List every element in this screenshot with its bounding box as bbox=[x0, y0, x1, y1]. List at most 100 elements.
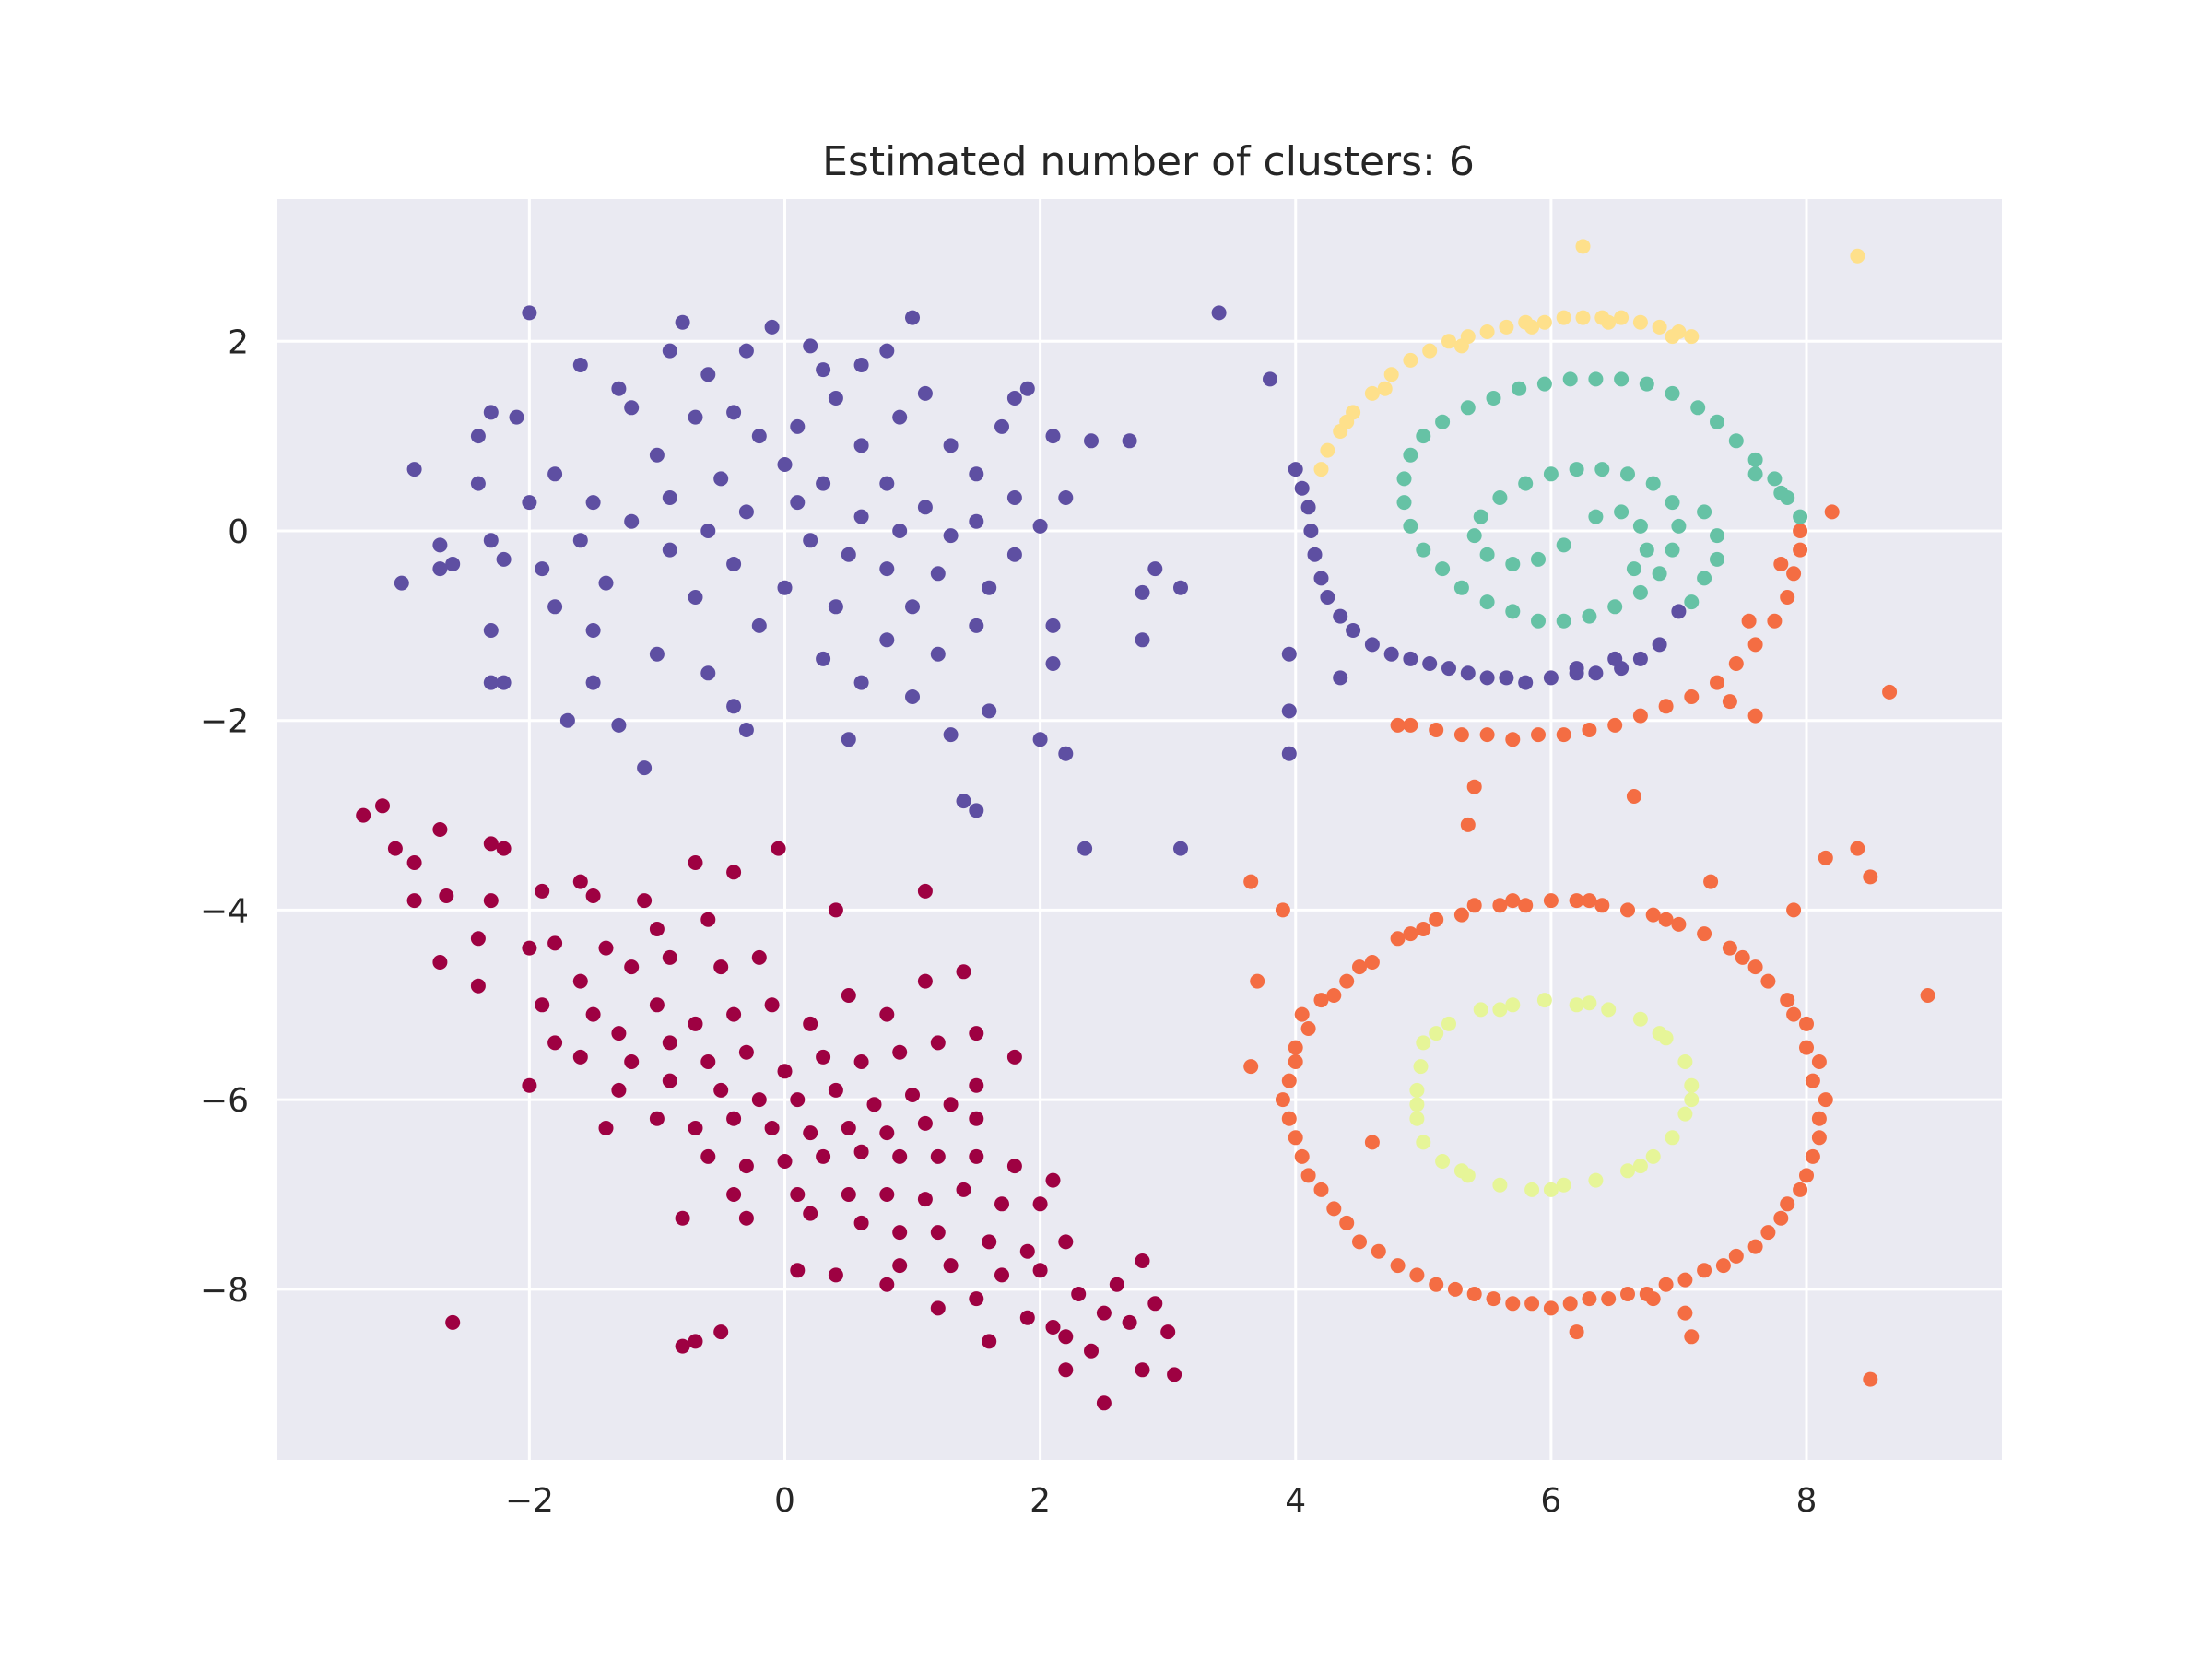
data-point bbox=[1466, 898, 1482, 913]
data-point bbox=[1147, 561, 1163, 577]
data-point bbox=[387, 841, 403, 856]
data-point bbox=[496, 551, 512, 567]
data-point bbox=[1492, 490, 1508, 505]
data-point bbox=[1658, 699, 1674, 714]
data-point bbox=[662, 1035, 677, 1051]
data-point bbox=[1416, 542, 1431, 558]
data-point bbox=[803, 1016, 818, 1031]
data-point bbox=[1601, 1002, 1617, 1018]
data-point bbox=[1460, 400, 1476, 416]
data-point bbox=[1793, 509, 1808, 524]
data-point bbox=[1032, 732, 1048, 747]
data-point bbox=[1045, 618, 1061, 633]
data-point bbox=[1422, 343, 1438, 359]
data-point bbox=[1032, 518, 1048, 534]
data-point bbox=[1058, 1329, 1074, 1345]
data-point bbox=[1588, 509, 1604, 524]
data-point bbox=[1135, 1362, 1150, 1378]
data-point bbox=[1793, 524, 1808, 538]
data-point bbox=[1747, 959, 1763, 975]
x-tick-label: −2 bbox=[505, 1482, 554, 1520]
data-point bbox=[1512, 381, 1527, 396]
data-point bbox=[1045, 1172, 1061, 1188]
data-point bbox=[1429, 723, 1444, 737]
data-point bbox=[1096, 1395, 1112, 1411]
data-point bbox=[1403, 352, 1418, 368]
data-point bbox=[1364, 637, 1380, 653]
data-point bbox=[917, 973, 933, 989]
cluster-5-points bbox=[1396, 371, 1808, 629]
data-point bbox=[1524, 1182, 1540, 1197]
data-point bbox=[1084, 433, 1099, 449]
data-point bbox=[982, 703, 997, 719]
data-point bbox=[790, 1092, 806, 1108]
data-point bbox=[1326, 988, 1342, 1003]
data-point bbox=[841, 732, 856, 747]
data-point bbox=[432, 537, 448, 553]
data-point bbox=[956, 964, 971, 980]
data-point bbox=[1677, 1054, 1693, 1069]
data-point bbox=[1300, 1021, 1316, 1036]
data-point bbox=[1435, 1154, 1451, 1169]
data-point bbox=[777, 580, 793, 595]
data-point bbox=[675, 314, 690, 330]
data-point bbox=[700, 367, 716, 382]
data-point bbox=[969, 513, 984, 529]
data-point bbox=[1786, 1006, 1802, 1022]
data-point bbox=[535, 883, 550, 899]
data-point bbox=[662, 343, 677, 359]
data-point bbox=[1006, 391, 1022, 406]
data-point bbox=[1536, 314, 1552, 330]
data-point bbox=[1173, 580, 1188, 595]
data-point bbox=[1575, 310, 1591, 325]
x-tick-label: 8 bbox=[1796, 1482, 1818, 1520]
data-point bbox=[1416, 1135, 1431, 1150]
data-point bbox=[1582, 995, 1597, 1011]
data-point bbox=[1652, 1026, 1667, 1041]
data-point bbox=[1122, 433, 1137, 449]
data-point bbox=[1811, 1111, 1827, 1126]
data-point bbox=[1250, 973, 1265, 989]
data-point bbox=[751, 1092, 767, 1108]
data-point bbox=[572, 533, 588, 548]
data-point bbox=[1135, 584, 1150, 600]
x-tick-label: 2 bbox=[1030, 1482, 1051, 1520]
data-point bbox=[662, 1073, 677, 1088]
data-point bbox=[1863, 1371, 1878, 1387]
data-point bbox=[1556, 613, 1571, 629]
data-point bbox=[483, 893, 499, 909]
data-point bbox=[1294, 1006, 1310, 1022]
data-point bbox=[1333, 608, 1348, 624]
data-point bbox=[1805, 1073, 1820, 1088]
data-point bbox=[1556, 727, 1571, 743]
data-point bbox=[1403, 926, 1418, 942]
data-point bbox=[1741, 613, 1757, 629]
data-point bbox=[930, 646, 946, 662]
data-point bbox=[969, 466, 984, 482]
data-point bbox=[1077, 841, 1093, 856]
data-point bbox=[726, 699, 742, 714]
data-point bbox=[1441, 334, 1456, 349]
data-point bbox=[1045, 429, 1061, 444]
data-point bbox=[713, 1082, 729, 1098]
data-point bbox=[841, 1187, 856, 1202]
data-point bbox=[1492, 1002, 1508, 1018]
data-point bbox=[1413, 1059, 1429, 1075]
data-point bbox=[1453, 338, 1469, 354]
data-point bbox=[1409, 1097, 1425, 1112]
data-point bbox=[917, 1192, 933, 1207]
data-point bbox=[892, 1148, 908, 1164]
data-point bbox=[1582, 893, 1597, 909]
data-point bbox=[969, 1291, 984, 1307]
data-point bbox=[1409, 1111, 1425, 1126]
data-point bbox=[1084, 1343, 1099, 1359]
data-point bbox=[1684, 594, 1700, 610]
data-point bbox=[1632, 708, 1648, 724]
data-point bbox=[611, 1026, 627, 1041]
data-point bbox=[1747, 466, 1763, 482]
data-point bbox=[496, 841, 512, 856]
data-point bbox=[1556, 310, 1571, 325]
data-point bbox=[1569, 997, 1584, 1013]
data-point bbox=[1614, 504, 1630, 520]
data-point bbox=[1109, 1277, 1124, 1292]
